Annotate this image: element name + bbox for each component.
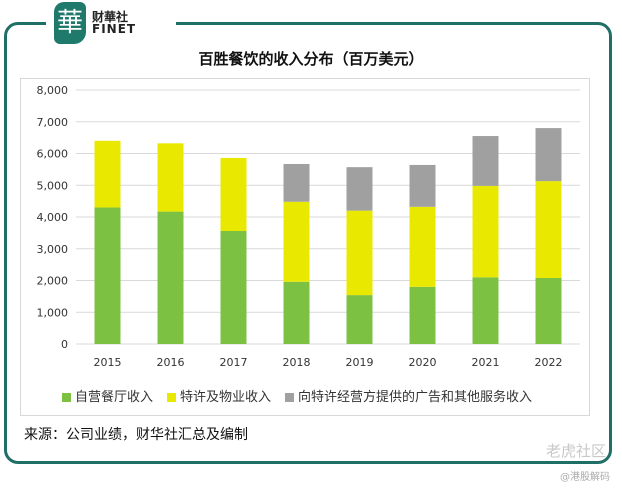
- bar-segment: [283, 281, 310, 344]
- bar-segment: [409, 164, 436, 207]
- y-tick-label: 8,000: [37, 84, 69, 97]
- bar-segment: [157, 143, 184, 212]
- x-tick-label: 2015: [94, 356, 122, 369]
- bar-segment: [94, 207, 121, 344]
- legend-item: 特许及物业收入: [167, 386, 271, 405]
- bar-segment: [409, 286, 436, 344]
- bar-segment: [94, 140, 121, 208]
- bar-segment: [346, 167, 373, 211]
- y-tick-label: 2,000: [37, 275, 69, 288]
- bar-segment: [472, 277, 499, 344]
- x-tick-label: 2017: [220, 356, 248, 369]
- y-tick-label: 5,000: [37, 179, 69, 192]
- bar-segment: [409, 206, 436, 287]
- finet-logo: 華: [54, 2, 86, 44]
- bar-segment: [220, 157, 247, 231]
- x-tick-label: 2016: [157, 356, 185, 369]
- watermark-sub: @港股解码: [560, 472, 610, 483]
- legend-item: 向特许经营方提供的广告和其他服务收入: [285, 386, 532, 405]
- y-tick-label: 4,000: [37, 211, 69, 224]
- bar-segment: [283, 163, 310, 202]
- bar-segment: [472, 136, 499, 186]
- logo-cn: 财華社: [92, 10, 129, 24]
- bar-segment: [535, 277, 562, 344]
- frame: [4, 22, 612, 464]
- x-tick-label: 2020: [409, 356, 437, 369]
- y-tick-label: 3,000: [37, 243, 69, 256]
- chart-box: [20, 78, 590, 416]
- bar-segment: [220, 230, 247, 344]
- bar-segment: [535, 181, 562, 278]
- bar-segment: [157, 211, 184, 344]
- x-tick-label: 2021: [472, 356, 500, 369]
- y-tick-label: 7,000: [37, 116, 69, 129]
- y-tick-label: 1,000: [37, 306, 69, 319]
- logo-en: FINET: [92, 22, 137, 36]
- legend-item: 自营餐厅收入: [62, 386, 153, 405]
- bar-segment: [472, 185, 499, 278]
- legend: 自营餐厅收入 特许及物业收入 向特许经营方提供的广告和其他服务收入: [62, 386, 532, 405]
- x-tick-label: 2018: [283, 356, 311, 369]
- x-tick-label: 2019: [346, 356, 374, 369]
- watermark: 老虎社区: [545, 442, 606, 460]
- bar-segment: [535, 128, 562, 182]
- x-tick-label: 2022: [535, 356, 563, 369]
- y-tick-label: 6,000: [37, 148, 69, 161]
- bar-segment: [283, 201, 310, 282]
- y-tick-label: 0: [61, 338, 68, 351]
- bar-segment: [346, 210, 373, 296]
- source-note: 来源：公司业绩，财华社汇总及编制: [24, 427, 248, 443]
- bar-segment: [346, 295, 373, 344]
- chart-title: 百胜餐饮的收入分布（百万美元）: [198, 50, 424, 68]
